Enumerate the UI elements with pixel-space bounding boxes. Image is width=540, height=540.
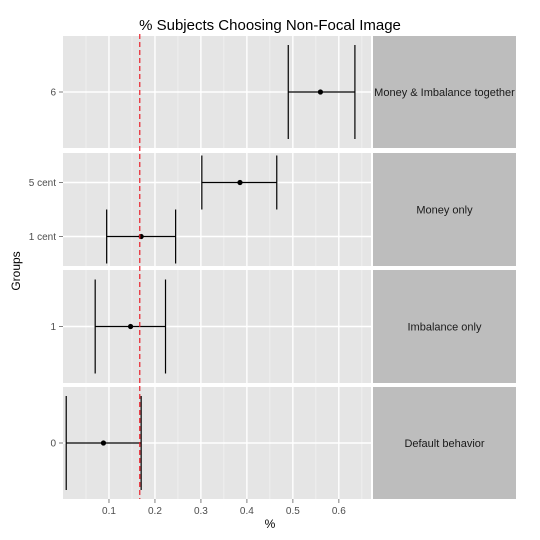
y-tick-label-6: 6 bbox=[50, 88, 56, 99]
point-6 bbox=[317, 89, 324, 95]
x-axis-title: % bbox=[265, 517, 276, 531]
y-tick-label-1: 1 bbox=[50, 322, 56, 333]
y-tick-label-0: 0 bbox=[50, 439, 56, 450]
facet-panel-3: 1 Imbalance only bbox=[50, 270, 516, 383]
point-5 cent bbox=[237, 179, 243, 186]
strip-background bbox=[373, 387, 516, 499]
x-tick-label-0.3: 0.3 bbox=[194, 506, 208, 517]
x-tick-label-0.1: 0.1 bbox=[102, 506, 116, 517]
x-tick-label-0.5: 0.5 bbox=[286, 506, 300, 517]
point-1 bbox=[127, 323, 134, 330]
x-tick-label-0.4: 0.4 bbox=[240, 506, 254, 517]
x-axis: 0.1 0.2 0.3 0.4 0.5 0.6 bbox=[102, 499, 346, 517]
facet-panel-2: 5 cent 1 cent Money only bbox=[29, 153, 516, 266]
x-tick-label-0.2: 0.2 bbox=[148, 506, 162, 517]
facet-panels: 6 Money & Imbalance together 5 cent 1 cent M… bbox=[29, 36, 516, 499]
strip-label: Money & Imbalance together bbox=[374, 87, 515, 99]
strip-label: Default behavior bbox=[404, 438, 484, 450]
strip-label: Imbalance only bbox=[408, 322, 482, 334]
y-tick-label-5 cent: 5 cent bbox=[29, 178, 56, 189]
chart-title: % Subjects Choosing Non-Focal Image bbox=[139, 17, 401, 34]
strip-background bbox=[373, 153, 516, 266]
point-0 bbox=[100, 440, 107, 446]
panel-background bbox=[63, 153, 371, 266]
facet-panel-1: 6 Money & Imbalance together bbox=[50, 36, 516, 148]
strip-background bbox=[373, 36, 516, 148]
x-tick-label-0.6: 0.6 bbox=[332, 506, 346, 517]
strip-label: Money only bbox=[416, 205, 473, 217]
y-tick-label-1 cent: 1 cent bbox=[29, 232, 56, 243]
strip-background bbox=[373, 270, 516, 383]
y-axis-title: Groups bbox=[9, 251, 23, 290]
facet-panel-4: 0 Default behavior bbox=[50, 387, 516, 499]
